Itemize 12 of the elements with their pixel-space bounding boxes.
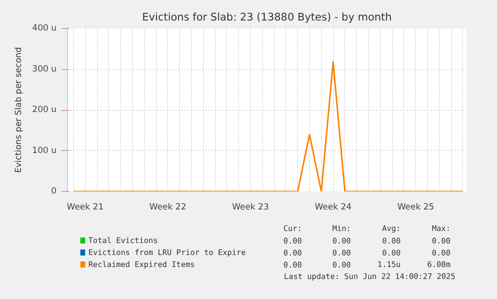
- y-tick-label: 200 u: [32, 105, 57, 115]
- y-tick-label: 100 u: [32, 146, 57, 156]
- x-tick-label: Week 24: [314, 202, 352, 212]
- y-tick-label: 300 u: [32, 64, 57, 74]
- x-tick-label: Week 22: [149, 202, 186, 212]
- x-tick-label: Week 23: [232, 202, 269, 212]
- y-axis-title: Evictions per Slab per second: [14, 47, 24, 173]
- x-tick-label: Week 21: [66, 202, 104, 212]
- x-tick-label: Week 25: [397, 202, 434, 212]
- y-tick-label: 0: [51, 186, 57, 196]
- y-tick-label: 400 u: [32, 24, 57, 34]
- chart-title: Evictions for Slab: 23 (13880 Bytes) - by month: [142, 12, 392, 24]
